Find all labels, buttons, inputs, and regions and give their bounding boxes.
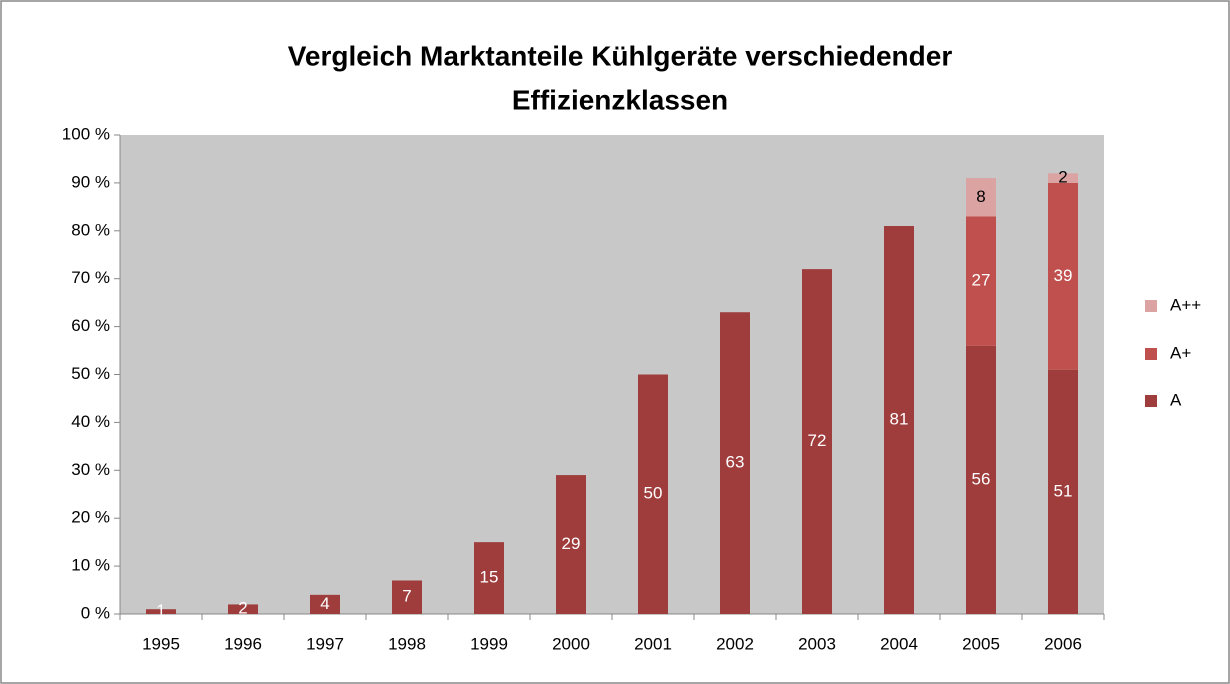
bar-segment	[638, 374, 668, 614]
data-label: 27	[972, 271, 991, 290]
y-tick-label: 70 %	[71, 268, 110, 287]
data-label: 39	[1054, 266, 1073, 285]
data-label: 29	[562, 534, 581, 553]
bar-segment	[310, 594, 340, 614]
x-tick-label: 1995	[142, 634, 180, 653]
data-label: 50	[644, 484, 663, 503]
bar-segment	[556, 475, 586, 614]
data-label: 2	[238, 599, 247, 618]
bar-segment	[146, 609, 176, 614]
x-tick-label: 1997	[306, 634, 344, 653]
y-tick-label: 40 %	[71, 412, 110, 431]
data-label: 4	[320, 594, 329, 613]
data-label: 8	[976, 187, 985, 206]
bar-segment	[966, 216, 996, 346]
y-tick-label: 80 %	[71, 220, 110, 239]
chart-title: Effizienzklassen	[512, 84, 728, 115]
legend-label: A	[1170, 390, 1182, 409]
bar-segment	[1048, 182, 1078, 370]
data-label: 15	[480, 568, 499, 587]
x-tick-label: 1998	[388, 634, 426, 653]
y-tick-label: 60 %	[71, 316, 110, 335]
x-tick-label: 2003	[798, 634, 836, 653]
y-tick-label: 100 %	[62, 124, 110, 143]
data-label: 7	[402, 587, 411, 606]
y-tick-label: 20 %	[71, 508, 110, 527]
y-tick-label: 30 %	[71, 460, 110, 479]
bar-segment	[884, 226, 914, 614]
x-tick-label: 2002	[716, 634, 754, 653]
legend-label: A+	[1170, 343, 1191, 362]
x-tick-label: 1996	[224, 634, 262, 653]
x-tick-label: 2005	[962, 634, 1000, 653]
legend-swatch	[1145, 395, 1157, 407]
y-tick-label: 0 %	[81, 603, 110, 622]
data-label: 2	[1058, 168, 1067, 187]
bar-segment	[1048, 173, 1078, 183]
data-label: 81	[890, 409, 909, 428]
x-tick-label: 2000	[552, 634, 590, 653]
chart-title: Vergleich Marktanteile Kühlgeräte versch…	[288, 40, 953, 71]
bar-segment	[966, 178, 996, 217]
bar-segment	[966, 345, 996, 614]
x-tick-label: 1999	[470, 634, 508, 653]
y-tick-label: 10 %	[71, 556, 110, 575]
x-tick-label: 2004	[880, 634, 918, 653]
data-label: 72	[808, 431, 827, 450]
legend-swatch	[1145, 348, 1157, 360]
data-label: 56	[972, 469, 991, 488]
data-label: 63	[726, 453, 745, 472]
x-tick-label: 2001	[634, 634, 672, 653]
y-tick-label: 90 %	[71, 172, 110, 191]
y-tick-label: 50 %	[71, 364, 110, 383]
bar-segment	[392, 580, 422, 614]
x-tick-label: 2006	[1044, 634, 1082, 653]
data-label: 1	[156, 601, 165, 620]
legend-label: A++	[1170, 295, 1201, 314]
bar-segment	[474, 542, 504, 614]
bar-segment	[720, 312, 750, 614]
legend-swatch	[1145, 300, 1157, 312]
bar-segment	[1048, 369, 1078, 614]
plot-area	[120, 135, 1104, 614]
bar-segment	[228, 604, 258, 614]
bar-segment	[802, 269, 832, 614]
data-label: 51	[1054, 481, 1073, 500]
